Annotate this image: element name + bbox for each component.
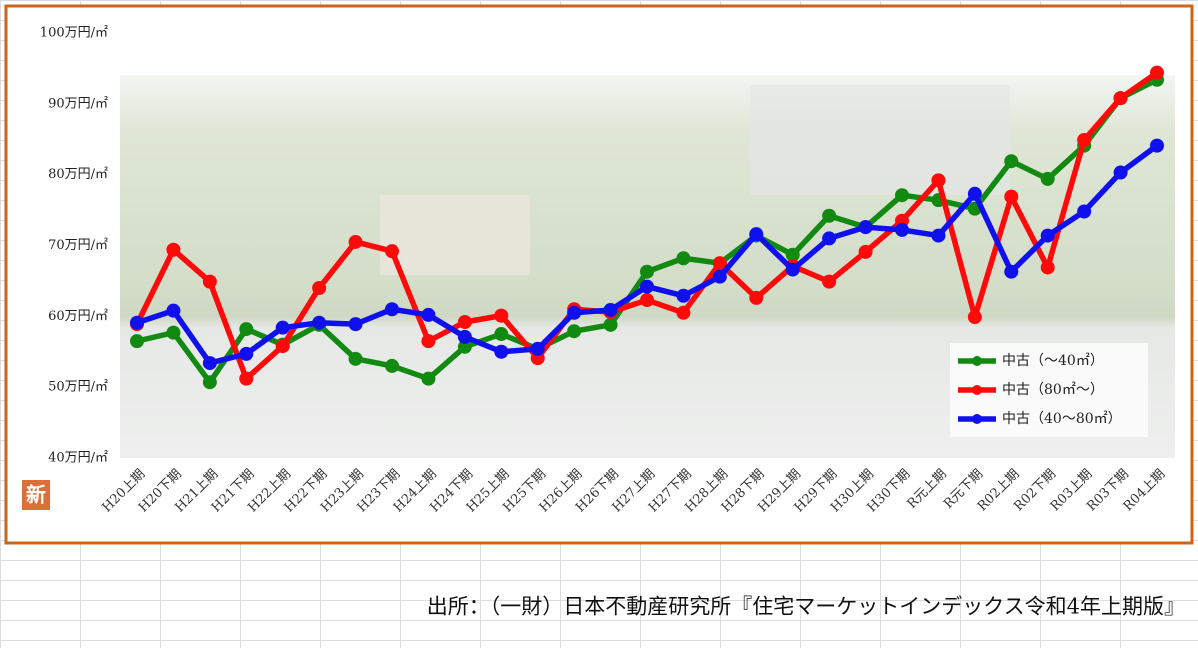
- data-point: [640, 264, 654, 279]
- data-point: [130, 315, 144, 330]
- data-point: [1004, 189, 1019, 204]
- data-point: [166, 303, 181, 318]
- data-point: [239, 371, 254, 386]
- data-point: [858, 220, 873, 235]
- data-point: [130, 334, 144, 349]
- legend-label: 中古（40～80㎡）: [1002, 411, 1122, 427]
- y-tick-label: 100万円/㎡: [40, 26, 108, 41]
- legend-label: 中古（80㎡～）: [1002, 382, 1104, 398]
- y-tick-label: 50万円/㎡: [48, 380, 108, 395]
- y-tick-label: 90万円/㎡: [48, 96, 108, 111]
- data-point: [421, 334, 436, 349]
- data-point: [166, 242, 181, 257]
- data-point: [457, 315, 472, 329]
- data-point: [931, 173, 946, 188]
- y-tick-label: 40万円/㎡: [48, 451, 108, 466]
- building: [750, 85, 1010, 195]
- data-point: [1040, 228, 1055, 243]
- data-point: [749, 227, 764, 242]
- y-tick-label: 70万円/㎡: [48, 238, 108, 253]
- data-point: [457, 329, 472, 344]
- data-point: [1113, 91, 1128, 106]
- data-point: [166, 325, 181, 340]
- data-point: [1150, 138, 1164, 153]
- data-point: [348, 234, 363, 249]
- data-point: [567, 305, 582, 320]
- data-point: [785, 247, 800, 262]
- legend-marker: [972, 356, 982, 366]
- legend-label: 中古（～40㎡）: [1002, 353, 1104, 369]
- data-point: [1040, 171, 1055, 186]
- data-point: [348, 351, 363, 366]
- data-point: [385, 244, 399, 259]
- y-tick-label: 60万円/㎡: [48, 309, 108, 324]
- data-point: [785, 262, 800, 277]
- data-point: [421, 371, 436, 386]
- data-point: [858, 244, 873, 259]
- data-point: [967, 310, 982, 325]
- data-point: [967, 186, 982, 201]
- data-point: [1077, 132, 1092, 147]
- data-point: [348, 317, 363, 332]
- data-point: [385, 302, 399, 317]
- house: [380, 195, 530, 275]
- badge: 新: [26, 483, 46, 507]
- data-point: [530, 341, 545, 356]
- data-point: [202, 375, 217, 390]
- data-point: [822, 208, 837, 223]
- source-note: 出所：（一財）日本不動産研究所『住宅マーケットインデックス令和4年上期版』: [427, 595, 1185, 619]
- data-point: [312, 315, 327, 330]
- data-point: [1150, 65, 1164, 80]
- data-point: [712, 256, 727, 271]
- data-point: [640, 279, 654, 294]
- data-point: [931, 228, 946, 243]
- data-point: [822, 274, 837, 289]
- data-point: [567, 324, 582, 339]
- y-tick-label: 80万円/㎡: [48, 167, 108, 182]
- legend-marker: [972, 414, 982, 424]
- data-point: [895, 222, 909, 237]
- data-point: [1040, 260, 1055, 275]
- data-point: [749, 290, 764, 305]
- data-point: [1077, 204, 1092, 219]
- data-point: [676, 251, 691, 266]
- data-point: [239, 346, 254, 361]
- data-point: [1113, 165, 1128, 180]
- legend-marker: [972, 385, 982, 395]
- data-point: [1004, 264, 1019, 279]
- data-point: [494, 327, 509, 342]
- data-point: [603, 317, 618, 332]
- data-point: [640, 293, 654, 308]
- data-point: [494, 344, 509, 359]
- data-point: [822, 231, 837, 246]
- data-point: [275, 320, 290, 335]
- data-point: [1004, 154, 1019, 169]
- data-point: [312, 281, 327, 295]
- data-point: [676, 288, 691, 303]
- data-point: [239, 322, 254, 337]
- data-point: [895, 188, 909, 203]
- data-point: [202, 274, 217, 289]
- data-point: [385, 358, 399, 373]
- data-point: [421, 307, 436, 322]
- data-point: [603, 302, 618, 317]
- data-point: [202, 356, 217, 371]
- badge-box: [22, 480, 50, 510]
- data-point: [457, 339, 472, 354]
- data-point: [676, 305, 691, 320]
- data-point: [494, 308, 509, 323]
- data-point: [275, 339, 290, 354]
- data-point: [712, 269, 727, 284]
